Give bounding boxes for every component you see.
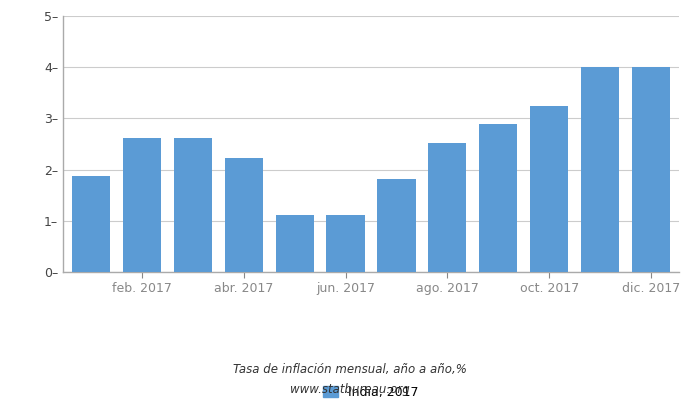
Text: www.statbureau.org: www.statbureau.org bbox=[290, 384, 410, 396]
Bar bbox=[377, 179, 416, 272]
Text: Tasa de inflación mensual, año a año,%: Tasa de inflación mensual, año a año,% bbox=[233, 364, 467, 376]
Bar bbox=[174, 138, 212, 272]
Bar bbox=[632, 67, 670, 272]
Bar bbox=[122, 138, 161, 272]
Bar bbox=[276, 215, 314, 272]
Bar bbox=[428, 144, 466, 272]
Bar bbox=[326, 215, 365, 272]
Bar bbox=[480, 124, 517, 272]
Legend: India, 2017: India, 2017 bbox=[323, 386, 419, 399]
Bar bbox=[530, 106, 568, 272]
Bar bbox=[581, 67, 620, 272]
Bar bbox=[225, 158, 262, 272]
Bar bbox=[72, 176, 110, 272]
